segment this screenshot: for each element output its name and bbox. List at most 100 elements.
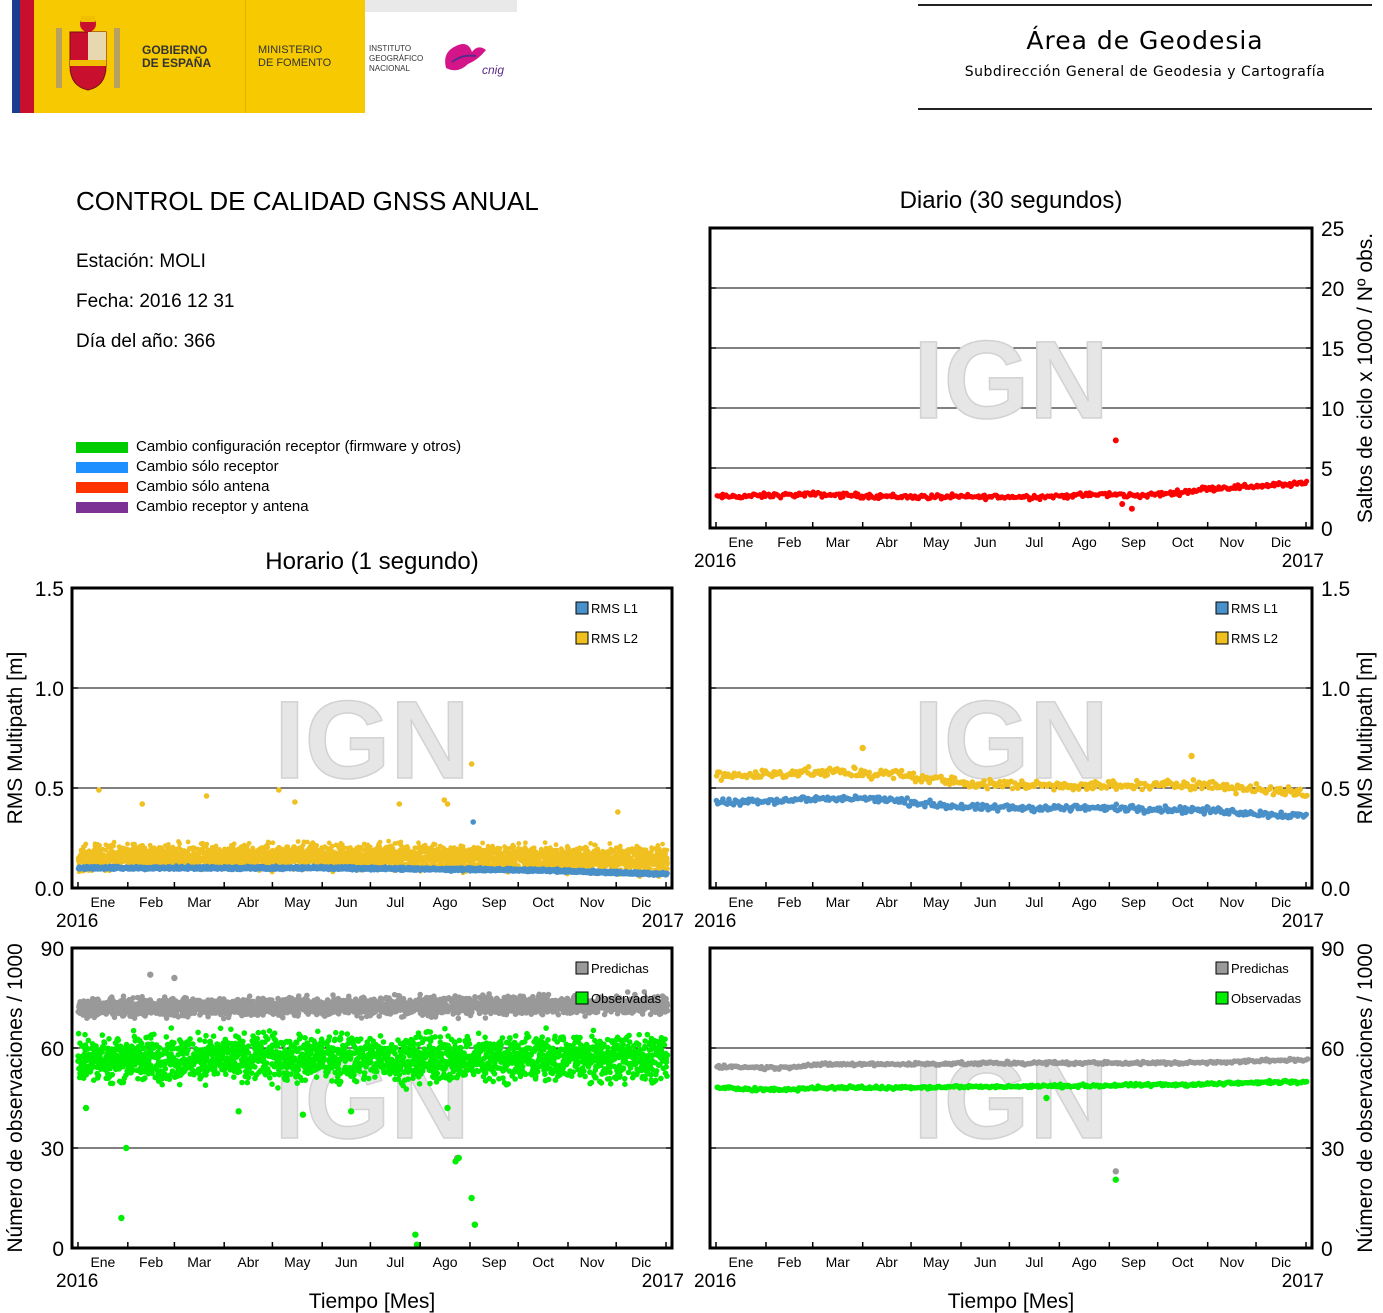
outlier-point <box>468 761 475 767</box>
data-point <box>82 843 88 849</box>
area-title: Área de Geodesia <box>1026 26 1264 55</box>
date-label: Fecha: 2016 12 31 <box>76 291 235 312</box>
data-point <box>664 847 670 853</box>
data-point <box>665 866 670 872</box>
data-point <box>177 841 183 847</box>
data-point <box>617 843 623 849</box>
data-point <box>125 841 130 847</box>
month-label: Jun <box>974 534 997 550</box>
legend-label: Cambio receptor y antena <box>136 498 309 515</box>
gobierno-label: GOBIERNO DE ESPAÑA <box>142 43 212 70</box>
outlier-point <box>444 801 451 807</box>
y-tick-label: 10 <box>1321 398 1344 421</box>
month-label: Sep <box>1121 534 1146 550</box>
data-point <box>542 840 548 845</box>
data-point <box>231 841 237 847</box>
legend-swatch <box>76 482 128 493</box>
instituto-label: INSTITUTO GEOGRÁFICO NACIONAL <box>369 44 424 73</box>
x-end-label: 2017 <box>1282 551 1324 572</box>
data-point <box>250 845 256 851</box>
y-tick-label: 20 <box>1321 278 1344 301</box>
station-label: Estación: MOLI <box>76 251 206 272</box>
outlier-point <box>1119 501 1126 507</box>
ministerio-label: MINISTERIO DE FOMENTO <box>258 44 332 69</box>
section-title-horario: Horario (1 segundo) <box>265 548 479 575</box>
month-label: Abr <box>876 534 898 550</box>
data-point <box>607 841 613 846</box>
y-axis-label: Saltos de ciclo x 1000 / Nº obs. <box>1354 233 1377 523</box>
data-point <box>97 843 102 848</box>
data-point <box>554 847 560 853</box>
outlier-point <box>139 801 146 807</box>
report-title: CONTROL DE CALIDAD GNSS ANUAL <box>76 186 539 216</box>
plot-area <box>710 228 1312 528</box>
section-title-diario: Diario (30 segundos) <box>899 187 1123 214</box>
outlier-point <box>396 801 403 807</box>
data-point <box>523 840 528 846</box>
area-top-rule <box>918 4 1372 6</box>
outlier-point <box>1128 505 1135 512</box>
outlier-point <box>292 799 298 805</box>
month-label: Nov <box>1219 534 1244 550</box>
ign-cnig-logo-icon: cnig <box>445 44 504 77</box>
area-bottom-rule <box>918 108 1372 110</box>
data-point <box>1304 478 1310 484</box>
month-label: Feb <box>777 534 801 550</box>
data-point <box>111 843 116 849</box>
legend-swatch <box>76 502 128 513</box>
month-label: Jul <box>1025 534 1043 550</box>
doy-label: Día del año: 366 <box>76 331 216 352</box>
x-start-label: 2016 <box>694 551 736 572</box>
data-point <box>432 842 438 847</box>
data-point <box>855 491 861 497</box>
ign-watermark: IGN <box>913 319 1109 442</box>
y-tick-label: 0 <box>1321 518 1333 541</box>
data-point <box>295 839 301 844</box>
plot-frame <box>708 226 1314 530</box>
month-label: Ene <box>729 534 754 550</box>
data-point <box>304 839 310 845</box>
eu-stripe <box>12 0 20 113</box>
data-point <box>185 839 191 845</box>
y-tick-label: 15 <box>1321 338 1344 361</box>
outlier-point <box>615 809 621 815</box>
outlier-point <box>203 793 210 799</box>
y-tick-label: 5 <box>1321 458 1333 481</box>
month-label: Ago <box>1072 534 1097 550</box>
data-point <box>660 841 665 847</box>
data-point <box>480 840 485 846</box>
data-point <box>511 844 517 849</box>
data-point <box>132 841 138 847</box>
outlier-point <box>96 787 102 793</box>
plot-area <box>72 588 672 888</box>
data-point <box>386 838 391 844</box>
data-point <box>664 861 670 867</box>
month-label: Dic <box>1271 534 1291 550</box>
data-point <box>265 845 271 850</box>
y-tick-label: 25 <box>1321 218 1344 241</box>
data-point <box>111 839 117 845</box>
month-label: Oct <box>1172 534 1194 550</box>
legend-label: Cambio configuración receptor (firmware … <box>136 438 462 455</box>
outlier-point <box>1112 437 1119 444</box>
series-rms-l2 <box>75 761 670 879</box>
data-point <box>516 841 522 846</box>
data-point <box>553 842 559 848</box>
legend-label: Cambio sólo receptor <box>136 458 279 475</box>
ign-logo-box <box>365 0 517 113</box>
data-point <box>377 839 383 845</box>
month-label: May <box>923 534 949 550</box>
chart-cycle_slips: IGN 0 5 10 15 20 25 Ene Feb Mar Abr May Jun Jul Ago Sep… <box>694 218 1377 572</box>
legend-label: Cambio sólo antena <box>136 478 270 495</box>
area-subtitle: Subdirección General de Geodesia y Carto… <box>964 64 1326 80</box>
data-point <box>246 840 252 846</box>
month-label: Mar <box>826 534 850 550</box>
data-point <box>664 857 670 863</box>
legend-swatch <box>76 442 128 453</box>
data-point <box>595 846 601 852</box>
ign-watermark: IGN <box>274 679 470 802</box>
series-points <box>714 437 1310 512</box>
banner-divider <box>245 0 246 113</box>
